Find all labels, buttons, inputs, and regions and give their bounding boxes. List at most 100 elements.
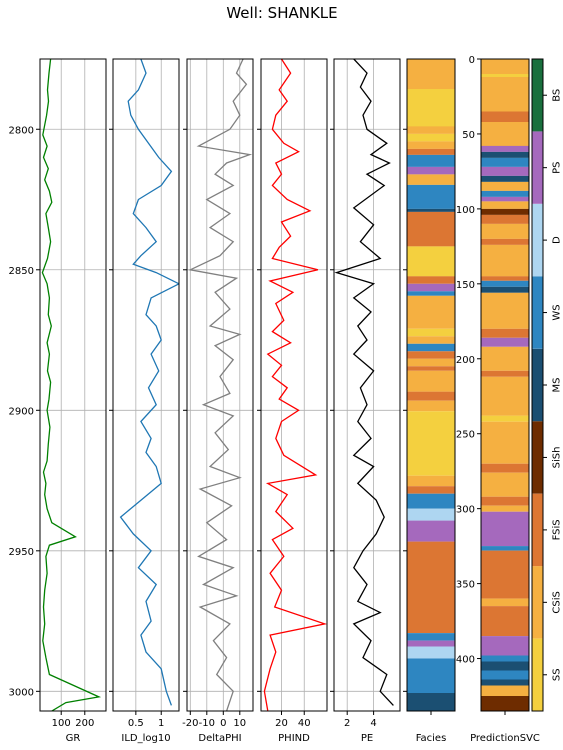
xtick-label-GR: 100	[52, 718, 71, 729]
facies-track-PredictionSVC: PredictionSVC 0 50 100 150 200 250 300 350 400	[456, 55, 540, 744]
facies-band-FSiS	[481, 328, 529, 338]
facies-band-CSiS	[407, 358, 455, 367]
facies-band-SS	[481, 415, 529, 422]
facies-band-PS	[407, 283, 455, 292]
curve-DeltaPHI	[188, 59, 253, 711]
track-DeltaPHI: -20 -10 0 10 DeltaPHI	[182, 58, 254, 744]
legend-swatch-BS	[532, 59, 543, 132]
facies-band-PS	[481, 145, 529, 152]
facies-band-D	[407, 508, 455, 521]
track-PHIND: 20 40 PHIND	[257, 58, 328, 744]
facies-band-CSiS	[481, 376, 529, 416]
legend-swatch-CSiS	[532, 566, 543, 639]
facies-band-CSiS	[481, 505, 529, 512]
facies-band-SS	[481, 74, 529, 77]
facies-band-CSiS	[481, 346, 529, 371]
facies-band-FSiS	[481, 214, 529, 224]
facies-band-FSiS	[481, 111, 529, 122]
depth-tick-label: 3000	[9, 687, 34, 698]
facies-band-FSiS	[407, 541, 455, 633]
legend-label-PS: PS	[552, 161, 563, 173]
legend-swatch-PS	[532, 131, 543, 204]
xtick-label-DeltaPHI: -10	[199, 718, 215, 729]
legend-label-SS: SS	[552, 668, 563, 681]
facies-index-tick-label: 100	[456, 205, 475, 216]
xtick-label-PE: 2	[344, 718, 350, 729]
facies-band-CSiS	[481, 685, 529, 696]
xtick-label-PE: 4	[370, 718, 376, 729]
track-GR: 100 200 GR 2800 2850 2900 2950 3000	[9, 58, 107, 744]
facies-band-WS	[407, 343, 455, 352]
xtick-label-PHIND: 20	[275, 718, 288, 729]
facies-band-WS	[407, 493, 455, 509]
facies-band-PS	[407, 166, 455, 175]
facies-band-PS	[481, 166, 529, 176]
facies-band-FSiS	[481, 463, 529, 473]
facies-band-PS	[481, 196, 529, 202]
facies-index-tick-label: 300	[456, 505, 475, 516]
legend-label-CSiS: CSiS	[552, 591, 563, 613]
facies-band-PS	[407, 640, 455, 647]
track-PE: 2 4 PE	[330, 58, 401, 744]
facies-band-CSiS	[407, 370, 455, 392]
facies-index-tick-label: 350	[456, 580, 475, 591]
depth-tick-label: 2900	[9, 406, 34, 417]
facies-band-CSiS	[407, 174, 455, 185]
facies-band-WS	[407, 633, 455, 641]
facies-band-MS	[481, 175, 529, 182]
facies-band-WS	[481, 157, 529, 167]
xtick-label-GR: 200	[75, 718, 94, 729]
facies-band-WS	[481, 670, 529, 680]
legend-swatch-FSiS	[532, 493, 543, 567]
facies-band-FSiS	[481, 550, 529, 599]
facies-band-CSiS	[481, 598, 529, 607]
facies-band-FSiS	[407, 148, 455, 155]
facies-tracks: Facies PredictionSVC 0 50 100 150 200 250 300 350…	[403, 55, 540, 744]
facies-band-FSiS	[481, 276, 529, 281]
facies-band-SiSh	[407, 716, 455, 722]
legend-swatch-MS	[532, 348, 543, 422]
facies-track-Facies: Facies	[403, 58, 456, 744]
depth-tick-label: 2850	[9, 266, 34, 277]
facies-band-D	[407, 646, 455, 659]
facies-band-WS	[407, 291, 455, 296]
facies-index-tick-label: 0	[469, 55, 475, 66]
xtick-label-DeltaPHI: 10	[233, 718, 246, 729]
facies-band-MS	[481, 661, 529, 671]
facies-band-MS	[481, 151, 529, 158]
facies-index-tick-label: 250	[456, 430, 475, 441]
facies-band-MS	[407, 208, 455, 212]
curve-PE	[334, 59, 394, 706]
facies-band-CSiS	[407, 141, 455, 149]
facies-index-tick-label: 400	[456, 655, 475, 666]
legend-swatch-D	[532, 203, 543, 277]
curve-PHIND	[263, 59, 327, 711]
legend-label-D: D	[552, 236, 563, 244]
frame-ILD_log10	[112, 58, 180, 712]
facies-band-MS	[407, 693, 455, 711]
facies-bands	[407, 59, 455, 722]
facies-band-CSiS	[481, 716, 529, 728]
facies-band-FSiS	[481, 606, 529, 637]
facies-band-CSiS	[407, 59, 455, 89]
facies-band-FSiS	[407, 366, 455, 371]
facies-band-MS	[481, 286, 529, 293]
depth-tick-label: 2950	[9, 547, 34, 558]
facies-band-CSiS	[407, 475, 455, 487]
frame-PHIND	[260, 58, 328, 712]
axis-label-PHIND: PHIND	[278, 733, 310, 744]
legend-label-WS: WS	[552, 304, 563, 320]
xtick-label-DeltaPHI: 0	[220, 718, 226, 729]
xtick-label-DeltaPHI: -20	[182, 718, 198, 729]
facies-band-PS	[407, 520, 455, 542]
facies-index-tick-label: 200	[456, 355, 475, 366]
track-ILD_log10: 0.5 1 ILD_log10	[109, 58, 180, 744]
facies-band-WS	[481, 655, 529, 662]
facies-band-FSiS	[481, 496, 529, 506]
facies-band-PS	[481, 511, 529, 547]
legend-swatch-WS	[532, 276, 543, 349]
facies-band-CSiS	[407, 295, 455, 329]
facies-band-CSiS	[481, 122, 529, 146]
facies-band-CSiS	[481, 201, 529, 209]
facies-band-FSiS	[407, 211, 455, 247]
